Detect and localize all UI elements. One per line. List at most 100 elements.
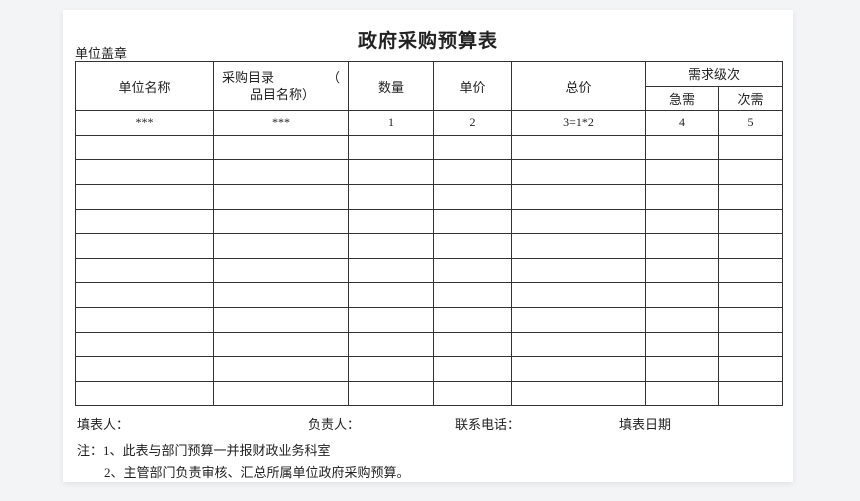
table-cell bbox=[433, 233, 512, 259]
table-cell bbox=[511, 380, 646, 407]
header-catalog: 采购目录 （ 品目名称） bbox=[213, 60, 349, 112]
document-page: 政府采购预算表 单位盖章 单位名称 采购目录 （ 品目名称） 数量 单价 总价 需… bbox=[63, 10, 793, 482]
table-cell bbox=[213, 356, 349, 382]
table-cell bbox=[213, 159, 349, 185]
table-cell bbox=[645, 208, 719, 235]
table-cell bbox=[348, 183, 434, 210]
table-cell bbox=[348, 233, 434, 259]
table-cell: 4 bbox=[645, 110, 719, 136]
table-cell bbox=[511, 208, 646, 235]
table-cell: *** bbox=[75, 110, 214, 136]
table-cell bbox=[213, 282, 349, 308]
table-row bbox=[75, 233, 783, 259]
table-cell bbox=[718, 183, 783, 210]
table-cell bbox=[213, 331, 349, 358]
table-cell bbox=[213, 306, 349, 333]
table-cell bbox=[348, 306, 434, 333]
table-cell bbox=[645, 356, 719, 382]
table-cell bbox=[511, 233, 646, 259]
table-cell bbox=[718, 331, 783, 358]
table-row bbox=[75, 208, 783, 235]
table-cell bbox=[718, 380, 783, 407]
table-row bbox=[75, 306, 783, 333]
table-cell bbox=[645, 380, 719, 407]
table-cell bbox=[645, 282, 719, 308]
table-cell bbox=[213, 257, 349, 284]
table-cell: *** bbox=[213, 110, 349, 136]
table-cell bbox=[718, 208, 783, 235]
table-cell bbox=[348, 282, 434, 308]
header-catalog-line2: 品目名称） bbox=[250, 87, 316, 103]
header-catalog-line1: 采购目录 bbox=[222, 70, 275, 86]
table-cell bbox=[213, 134, 349, 161]
table-cell bbox=[645, 183, 719, 210]
stamp-label: 单位盖章 bbox=[75, 46, 128, 61]
table-cell bbox=[75, 208, 214, 235]
table-cell bbox=[433, 208, 512, 235]
table-cell bbox=[511, 159, 646, 185]
responsible-label: 负责人： bbox=[308, 417, 361, 432]
filler-label: 填表人： bbox=[77, 417, 130, 432]
table-cell bbox=[718, 134, 783, 161]
table-cell bbox=[433, 356, 512, 382]
table-row bbox=[75, 331, 783, 358]
table-cell bbox=[645, 306, 719, 333]
page-title: 政府采购预算表 bbox=[357, 31, 498, 52]
table-cell bbox=[75, 356, 214, 382]
table-row bbox=[75, 134, 783, 161]
header-quantity: 数量 bbox=[348, 60, 434, 112]
table-cell bbox=[433, 331, 512, 358]
table-cell bbox=[718, 233, 783, 259]
table-cell bbox=[75, 233, 214, 259]
table-cell bbox=[645, 331, 719, 358]
table-cell bbox=[718, 306, 783, 333]
table-cell bbox=[348, 208, 434, 235]
table-cell bbox=[348, 380, 434, 407]
table-cell bbox=[645, 233, 719, 259]
code-row: *** *** 1 2 3=1*2 4 5 bbox=[75, 110, 783, 136]
header-urgent: 急需 bbox=[645, 85, 719, 112]
budget-table: 单位名称 采购目录 （ 品目名称） 数量 单价 总价 需求级次 急需 次需 ***… bbox=[75, 60, 783, 407]
table-cell bbox=[718, 257, 783, 284]
header-total-price: 总价 bbox=[511, 60, 646, 112]
table-cell bbox=[645, 159, 719, 185]
table-cell bbox=[433, 183, 512, 210]
table-cell bbox=[433, 134, 512, 161]
table-cell bbox=[75, 331, 214, 358]
table-cell bbox=[348, 159, 434, 185]
table-cell bbox=[433, 306, 512, 333]
table-cell bbox=[511, 134, 646, 161]
table-cell: 3=1*2 bbox=[511, 110, 646, 136]
table-cell bbox=[718, 159, 783, 185]
table-cell bbox=[75, 134, 214, 161]
table-cell bbox=[718, 282, 783, 308]
table-cell bbox=[348, 134, 434, 161]
table-cell bbox=[433, 159, 512, 185]
table-cell: 1 bbox=[348, 110, 434, 136]
table-cell bbox=[75, 306, 214, 333]
note-1: 注：1、此表与部门预算一并报财政业务科室 bbox=[77, 443, 331, 458]
table-cell bbox=[511, 356, 646, 382]
table-cell bbox=[75, 183, 214, 210]
table-cell bbox=[645, 257, 719, 284]
table-row bbox=[75, 356, 783, 382]
table-cell bbox=[213, 208, 349, 235]
table-cell bbox=[348, 356, 434, 382]
table-row bbox=[75, 257, 783, 284]
table-cell bbox=[433, 257, 512, 284]
table-cell bbox=[213, 380, 349, 407]
table-row bbox=[75, 380, 783, 407]
table-cell bbox=[511, 282, 646, 308]
table-cell bbox=[75, 257, 214, 284]
table-cell bbox=[75, 282, 214, 308]
table-cell bbox=[213, 183, 349, 210]
table-cell: 2 bbox=[433, 110, 512, 136]
table-row bbox=[75, 159, 783, 185]
note-2: 2、主管部门负责审核、汇总所属单位政府采购预算。 bbox=[104, 465, 410, 480]
table-cell bbox=[645, 134, 719, 161]
header-catalog-paren: （ bbox=[326, 70, 340, 86]
table-cell bbox=[348, 331, 434, 358]
header-secondary: 次需 bbox=[718, 85, 783, 112]
phone-label: 联系电话： bbox=[455, 417, 521, 432]
table-cell bbox=[511, 257, 646, 284]
